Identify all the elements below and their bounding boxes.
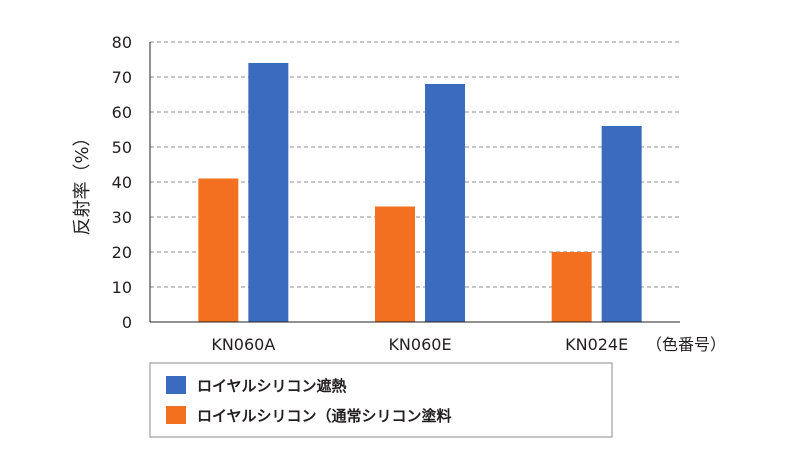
legend: ロイヤルシリコン遮熱 ロイヤルシリコン（通常シリコン塗料 [149,362,613,438]
bar-KN024E-0 [551,252,592,322]
y-tick-label: 40 [112,173,132,192]
y-axis-label: 反射率（%） [72,128,93,235]
bar-KN060E-0 [375,206,415,322]
y-tick-label: 10 [112,278,132,297]
y-tick-label: 0 [122,313,132,332]
bars [198,63,642,322]
x-axis-note: （色番号） [646,335,726,354]
legend-swatch-heat [166,376,186,394]
y-tick-label: 30 [112,208,132,227]
y-tick-label: 60 [112,103,132,122]
category-label: KN060A [211,335,275,354]
y-tick-label: 70 [112,68,132,87]
legend-label-normal: ロイヤルシリコン（通常シリコン塗料 [197,407,452,425]
legend-label-heat: ロイヤルシリコン遮熱 [197,377,347,395]
legend-swatch-normal [166,406,186,424]
y-tick-label: 80 [112,33,132,52]
y-tick-label: 20 [112,243,132,262]
category-labels: KN060A KN060E KN024E [211,335,628,354]
bar-KN060E-1 [425,84,465,322]
bar-KN024E-1 [601,126,642,322]
legend-box [149,362,613,438]
bar-KN060A-1 [248,63,289,322]
category-label: KN060E [388,335,451,354]
y-tick-labels: 0 10 20 30 40 50 60 70 80 [112,33,132,332]
category-label: KN024E [565,335,628,354]
y-tick-label: 50 [112,138,132,157]
bar-KN060A-0 [198,178,239,322]
